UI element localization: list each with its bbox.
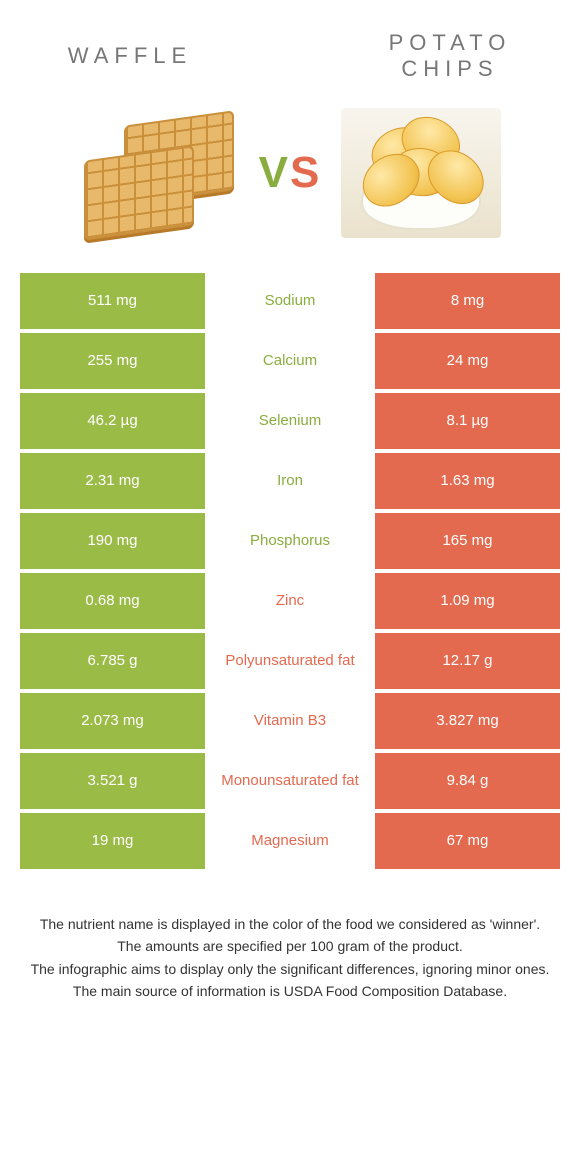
left-value: 255 mg: [20, 333, 205, 389]
right-value: 8.1 µg: [375, 393, 560, 449]
left-value: 2.073 mg: [20, 693, 205, 749]
left-value: 46.2 µg: [20, 393, 205, 449]
waffle-image: [69, 103, 249, 243]
footer-line-2: The amounts are specified per 100 gram o…: [30, 935, 550, 957]
table-row: 19 mgMagnesium67 mg: [20, 813, 560, 869]
right-value: 67 mg: [375, 813, 560, 869]
left-value: 19 mg: [20, 813, 205, 869]
left-value: 511 mg: [20, 273, 205, 329]
footer-note: The nutrient name is displayed in the co…: [0, 873, 580, 1063]
image-row: VS: [0, 93, 580, 273]
table-row: 511 mgSodium8 mg: [20, 273, 560, 329]
left-value: 0.68 mg: [20, 573, 205, 629]
left-value: 2.31 mg: [20, 453, 205, 509]
table-row: 46.2 µgSelenium8.1 µg: [20, 393, 560, 449]
table-row: 6.785 gPolyunsaturated fat12.17 g: [20, 633, 560, 689]
left-value: 6.785 g: [20, 633, 205, 689]
table-row: 2.31 mgIron1.63 mg: [20, 453, 560, 509]
footer-line-3: The infographic aims to display only the…: [30, 958, 550, 980]
footer-line-1: The nutrient name is displayed in the co…: [30, 913, 550, 935]
right-value: 3.827 mg: [375, 693, 560, 749]
right-value: 1.63 mg: [375, 453, 560, 509]
table-row: 3.521 gMonounsaturated fat9.84 g: [20, 753, 560, 809]
right-value: 9.84 g: [375, 753, 560, 809]
left-food-title: Waffle: [20, 43, 240, 69]
nutrient-label: Polyunsaturated fat: [205, 633, 375, 689]
nutrient-label: Zinc: [205, 573, 375, 629]
footer-line-4: The main source of information is USDA F…: [30, 980, 550, 1002]
right-value: 24 mg: [375, 333, 560, 389]
right-food-title: Potato Chips: [340, 30, 560, 83]
nutrient-label: Magnesium: [205, 813, 375, 869]
table-row: 255 mgCalcium24 mg: [20, 333, 560, 389]
header-row: Waffle Potato Chips: [0, 0, 580, 93]
comparison-table: 511 mgSodium8 mg255 mgCalcium24 mg46.2 µ…: [0, 273, 580, 869]
chips-image: [331, 103, 511, 243]
nutrient-label: Monounsaturated fat: [205, 753, 375, 809]
nutrient-label: Sodium: [205, 273, 375, 329]
vs-letter-s: S: [290, 148, 321, 198]
nutrient-label: Vitamin B3: [205, 693, 375, 749]
right-value: 12.17 g: [375, 633, 560, 689]
right-value: 165 mg: [375, 513, 560, 569]
nutrient-label: Iron: [205, 453, 375, 509]
vs-letter-v: V: [259, 148, 290, 198]
table-row: 0.68 mgZinc1.09 mg: [20, 573, 560, 629]
nutrient-label: Calcium: [205, 333, 375, 389]
nutrient-label: Selenium: [205, 393, 375, 449]
vs-badge: VS: [259, 148, 322, 198]
nutrient-label: Phosphorus: [205, 513, 375, 569]
left-value: 190 mg: [20, 513, 205, 569]
left-value: 3.521 g: [20, 753, 205, 809]
right-value: 8 mg: [375, 273, 560, 329]
table-row: 190 mgPhosphorus165 mg: [20, 513, 560, 569]
right-value: 1.09 mg: [375, 573, 560, 629]
table-row: 2.073 mgVitamin B33.827 mg: [20, 693, 560, 749]
